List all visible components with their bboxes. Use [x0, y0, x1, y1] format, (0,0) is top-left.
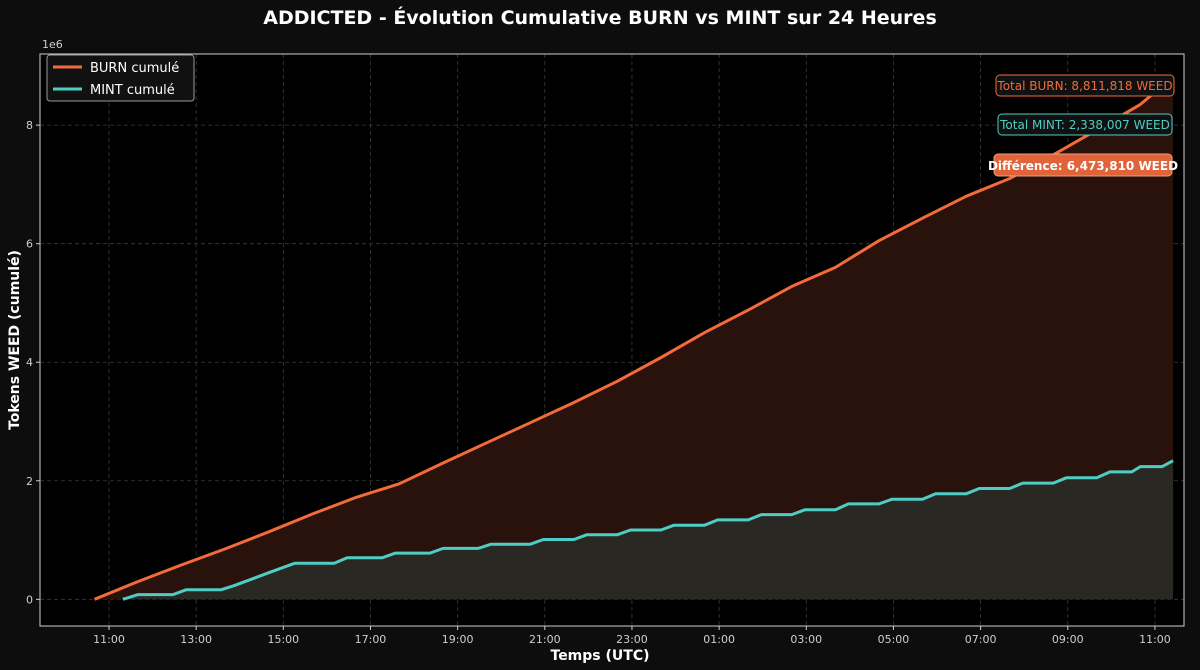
- burn-area-fill: [94, 77, 1174, 600]
- legend-box: [46, 54, 195, 102]
- series-lines: [93, 75, 1175, 601]
- plot-frame: [39, 53, 1185, 627]
- mint-series-line: [122, 459, 1174, 601]
- x-tick-label: 03:00: [790, 633, 822, 646]
- y-tick-label: 4: [26, 356, 33, 369]
- x-tick-label: 15:00: [267, 633, 299, 646]
- annotation-total-mint: Total MINT: 2,338,007 WEED: [997, 113, 1173, 136]
- annotation-difference-box: [993, 153, 1173, 177]
- x-tick-label: 23:00: [616, 633, 648, 646]
- legend-label-burn: BURN cumulé: [90, 61, 179, 76]
- annotation-total-burn-box: [995, 74, 1175, 97]
- x-tick-label: 17:00: [355, 633, 387, 646]
- x-tick-label: 19:00: [442, 633, 474, 646]
- x-tick-label: 07:00: [965, 633, 997, 646]
- y-axis-ticks: 0 2 4 6 8: [26, 119, 40, 606]
- annotation-difference: Différence: 6,473,810 WEED: [988, 153, 1178, 177]
- chart-title: ADDICTED - Évolution Cumulative BURN vs …: [263, 6, 937, 29]
- legend: BURN cumulé MINT cumulé: [46, 54, 195, 102]
- annotation-total-burn-text: Total BURN: 8,811,818 WEED: [996, 79, 1172, 93]
- x-tick-label: 09:00: [1052, 633, 1084, 646]
- burn-series-line: [93, 75, 1175, 601]
- annotation-total-mint-box: [997, 113, 1173, 136]
- y-tick-label: 0: [26, 593, 33, 606]
- annotation-total-burn: Total BURN: 8,811,818 WEED: [995, 74, 1175, 97]
- x-axis-label: Temps (UTC): [551, 648, 650, 664]
- x-tick-label: 11:00: [93, 633, 125, 646]
- x-tick-label: 13:00: [180, 633, 212, 646]
- x-tick-label: 21:00: [529, 633, 561, 646]
- x-tick-label: 05:00: [878, 633, 910, 646]
- y-axis-label: Tokens WEED (cumulé): [7, 250, 23, 430]
- x-tick-label: 01:00: [703, 633, 735, 646]
- y-tick-label: 2: [26, 475, 33, 488]
- legend-label-mint: MINT cumulé: [90, 83, 175, 98]
- annotation-total-mint-text: Total MINT: 2,338,007 WEED: [999, 118, 1170, 132]
- y-tick-label: 8: [26, 119, 33, 132]
- annotation-difference-text: Différence: 6,473,810 WEED: [988, 159, 1178, 173]
- y-axis-exponent: 1e6: [42, 38, 63, 51]
- y-tick-label: 6: [26, 238, 33, 251]
- x-axis-ticks: 11:00 13:00 15:00 17:00 19:00 21:00 23:00 01:00…: [93, 626, 1171, 646]
- x-tick-label: 11:00: [1139, 633, 1171, 646]
